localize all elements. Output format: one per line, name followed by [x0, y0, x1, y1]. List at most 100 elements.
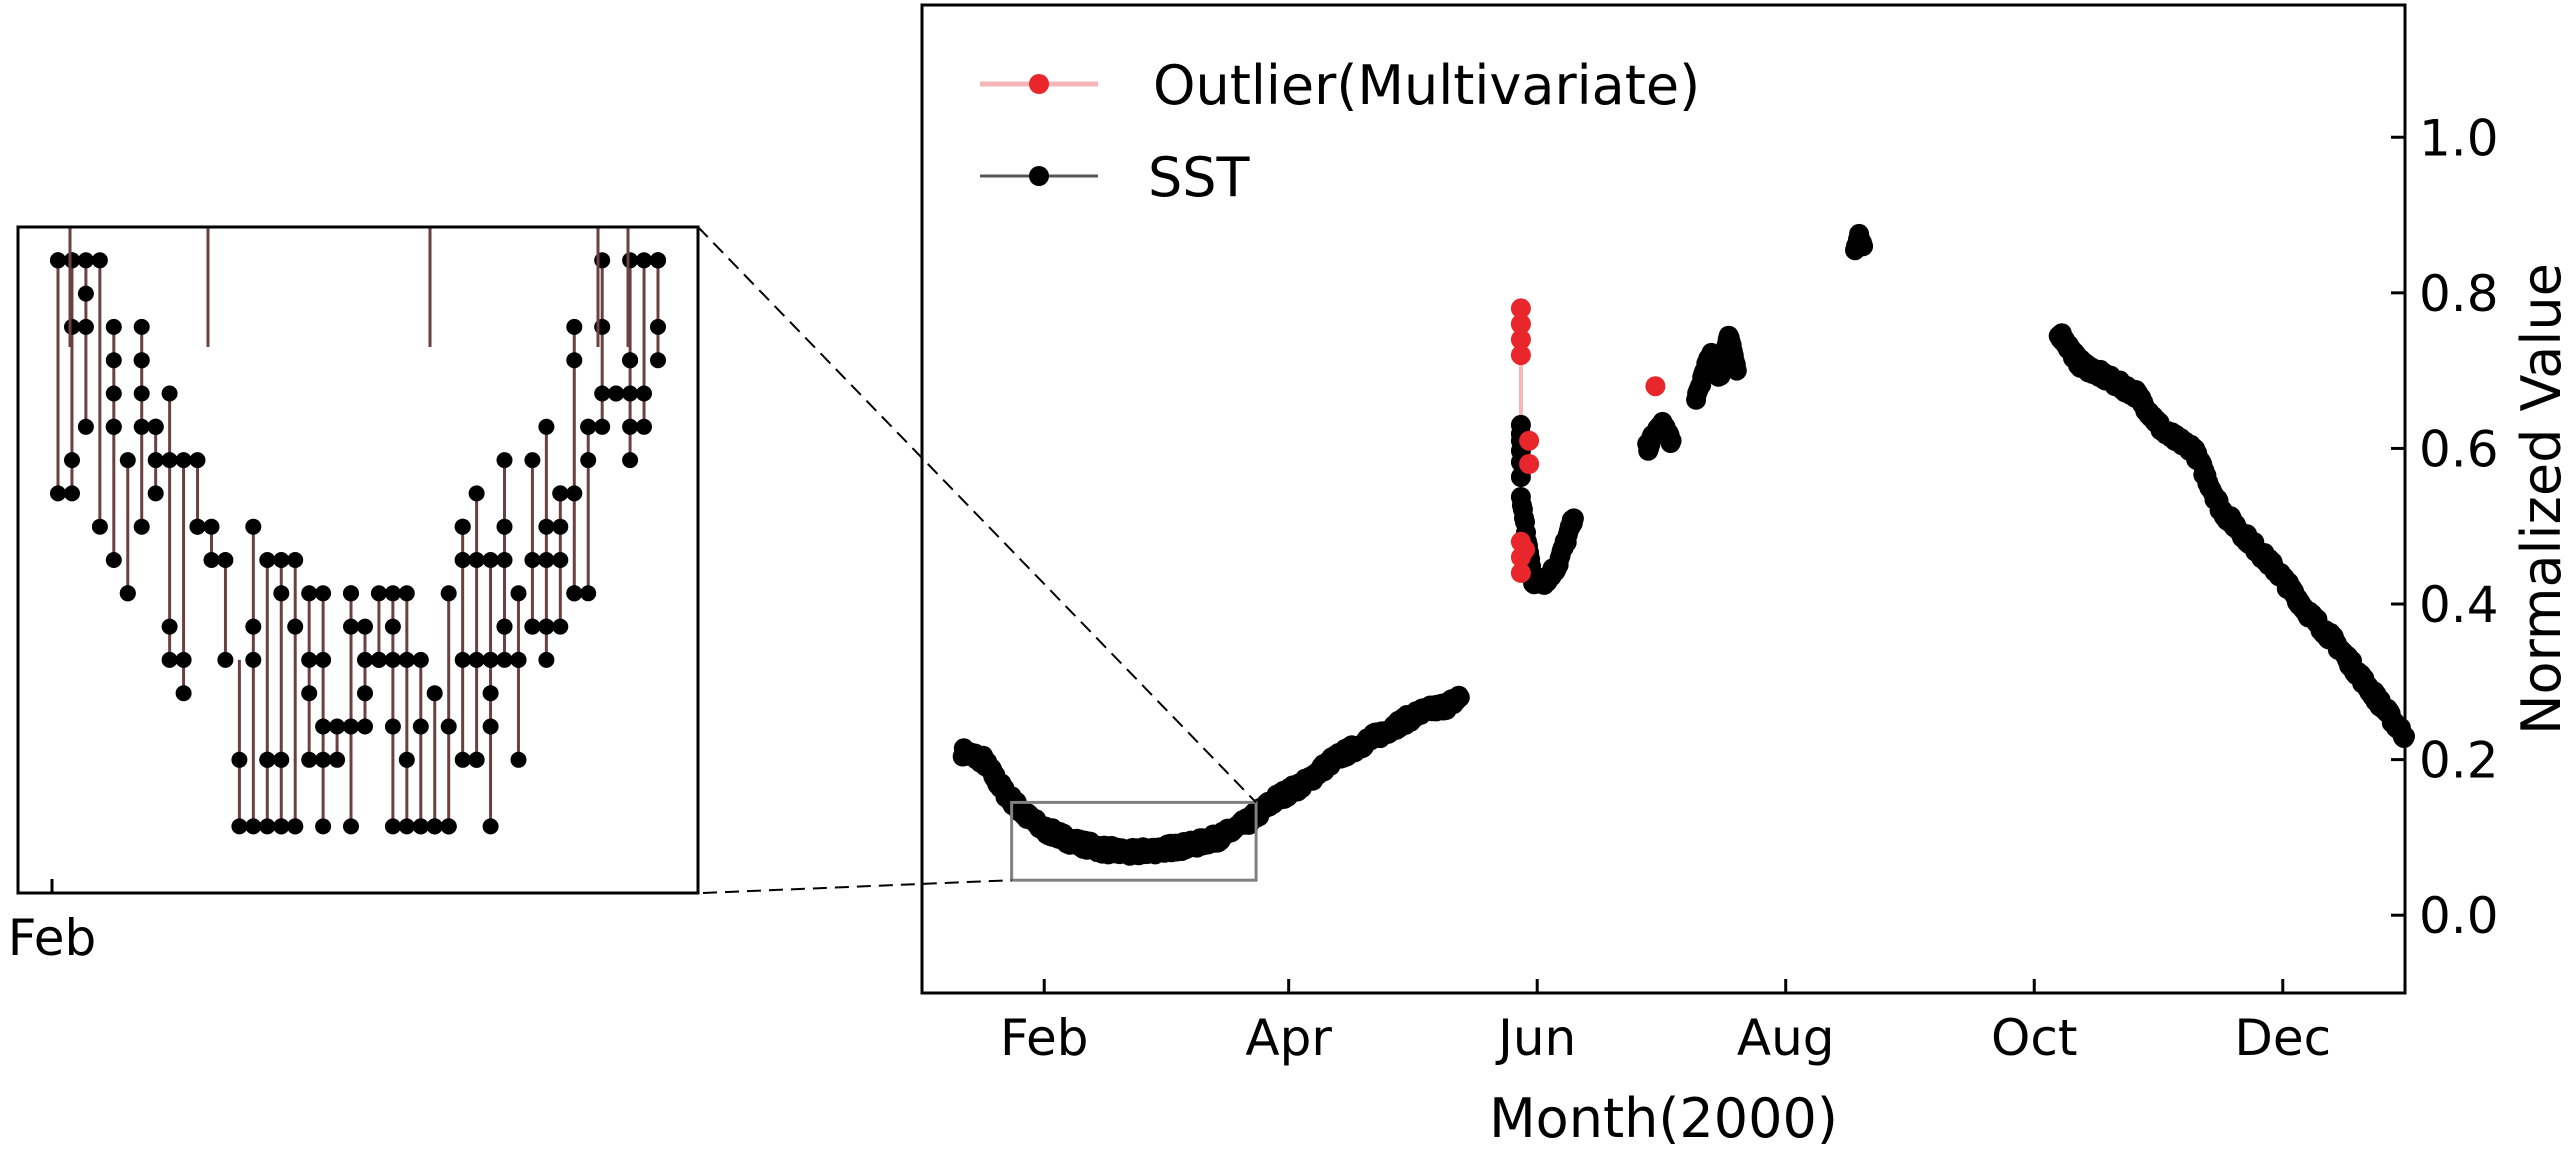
- inset-point: [468, 751, 485, 768]
- inset-point: [301, 651, 318, 668]
- outlier-point: [1510, 314, 1531, 334]
- inset-point: [636, 252, 652, 269]
- inset-frame: [16, 225, 700, 895]
- sst-point: [1661, 430, 1682, 451]
- main-series-points: [952, 223, 2415, 866]
- inset-point: [245, 618, 262, 635]
- inset-point: [77, 252, 94, 269]
- inset-point: [133, 318, 150, 335]
- inset-point: [370, 651, 387, 668]
- inset-point: [580, 585, 597, 602]
- x-tick-label: Feb: [1000, 1009, 1089, 1067]
- inset-point: [175, 651, 192, 668]
- inset-point: [189, 452, 206, 469]
- y-tick-label: 0.4: [2419, 576, 2499, 634]
- inset-point: [357, 685, 373, 702]
- inset-plot: Feb: [8, 225, 700, 967]
- y-tick-label: 0.6: [2419, 420, 2499, 478]
- inset-point: [454, 751, 471, 768]
- inset-point: [398, 751, 415, 768]
- zoom-connector-line: [702, 879, 1012, 894]
- inset-point: [105, 418, 122, 435]
- inset-point: [50, 485, 66, 502]
- x-tick-label: Dec: [2234, 1009, 2331, 1067]
- inset-point: [315, 818, 332, 835]
- inset-point: [496, 552, 513, 568]
- inset-point: [594, 418, 611, 435]
- inset-point: [454, 651, 471, 668]
- sst-point: [1853, 236, 1874, 257]
- zoom-connectors: [697, 226, 1257, 894]
- zoom-region-box: [1010, 800, 1258, 882]
- inset-point: [161, 651, 178, 668]
- inset-point: [468, 651, 485, 668]
- inset-x-ticks: Feb: [8, 879, 96, 967]
- inset-point: [301, 685, 318, 702]
- outlier-point: [1515, 539, 1535, 560]
- inset-point: [412, 651, 429, 668]
- inset-point: [622, 418, 639, 435]
- inset-point: [496, 651, 513, 668]
- inset-point: [384, 818, 401, 835]
- inset-point: [482, 685, 499, 702]
- inset-point: [538, 651, 555, 668]
- inset-point: [566, 585, 583, 602]
- x-axis-ticks: Feb Apr Jun Aug Oct Dec: [1000, 979, 2331, 1067]
- inset-point: [357, 718, 373, 735]
- inset-point: [650, 318, 666, 335]
- inset-point: [412, 718, 429, 735]
- inset-point: [343, 718, 359, 735]
- inset-point: [273, 818, 290, 835]
- inset-point: [203, 518, 220, 535]
- legend-sst-label: SST: [1148, 146, 1251, 209]
- inset-point: [538, 518, 555, 535]
- inset-point: [217, 552, 234, 568]
- inset-point: [524, 552, 541, 568]
- sst-point: [1726, 360, 1747, 381]
- inset-point: [231, 751, 248, 768]
- inset-point: [552, 618, 569, 635]
- inset-point: [259, 552, 276, 568]
- inset-point: [343, 618, 359, 635]
- inset-point: [133, 352, 150, 369]
- inset-point: [384, 585, 401, 602]
- zoom-connector-line: [697, 226, 1257, 804]
- outlier-point: [1510, 345, 1531, 366]
- inset-point: [594, 385, 611, 402]
- inset-point: [287, 618, 304, 635]
- inset-point: [510, 651, 527, 668]
- inset-point: [538, 552, 555, 568]
- inset-point: [650, 252, 666, 269]
- inset-point: [315, 585, 332, 602]
- inset-point: [301, 585, 318, 602]
- inset-point: [510, 585, 527, 602]
- inset-point: [580, 452, 597, 469]
- outlier-point: [1645, 376, 1666, 397]
- inset-point: [315, 751, 332, 768]
- main-plot: Feb Apr Jun Aug Oct Dec 0.0 0.2 0.4 0.6 0.8 1.0 Mo…: [920, 3, 2573, 1150]
- inset-point: [343, 818, 359, 835]
- inset-point: [64, 485, 80, 502]
- inset-point: [105, 318, 122, 335]
- inset-point: [357, 618, 373, 635]
- inset-point: [384, 718, 401, 735]
- inset-point: [510, 751, 527, 768]
- inset-point: [133, 518, 150, 535]
- inset-point: [231, 818, 248, 835]
- inset-point: [77, 318, 94, 335]
- inset-point: [440, 585, 457, 602]
- inset-point: [468, 552, 485, 568]
- inset-point: [287, 552, 304, 568]
- inset-point: [105, 552, 122, 568]
- x-tick-label: Jun: [1495, 1009, 1576, 1067]
- inset-point: [384, 651, 401, 668]
- inset-point: [496, 618, 513, 635]
- inset-point: [175, 685, 192, 702]
- y-axis-ticks: 0.0 0.2 0.4 0.6 0.8 1.0: [2391, 109, 2499, 945]
- inset-point: [524, 452, 541, 469]
- x-axis-label: Month(2000): [1489, 1087, 1838, 1150]
- inset-point: [412, 818, 429, 835]
- inset-point: [552, 518, 569, 535]
- inset-point: [147, 452, 164, 469]
